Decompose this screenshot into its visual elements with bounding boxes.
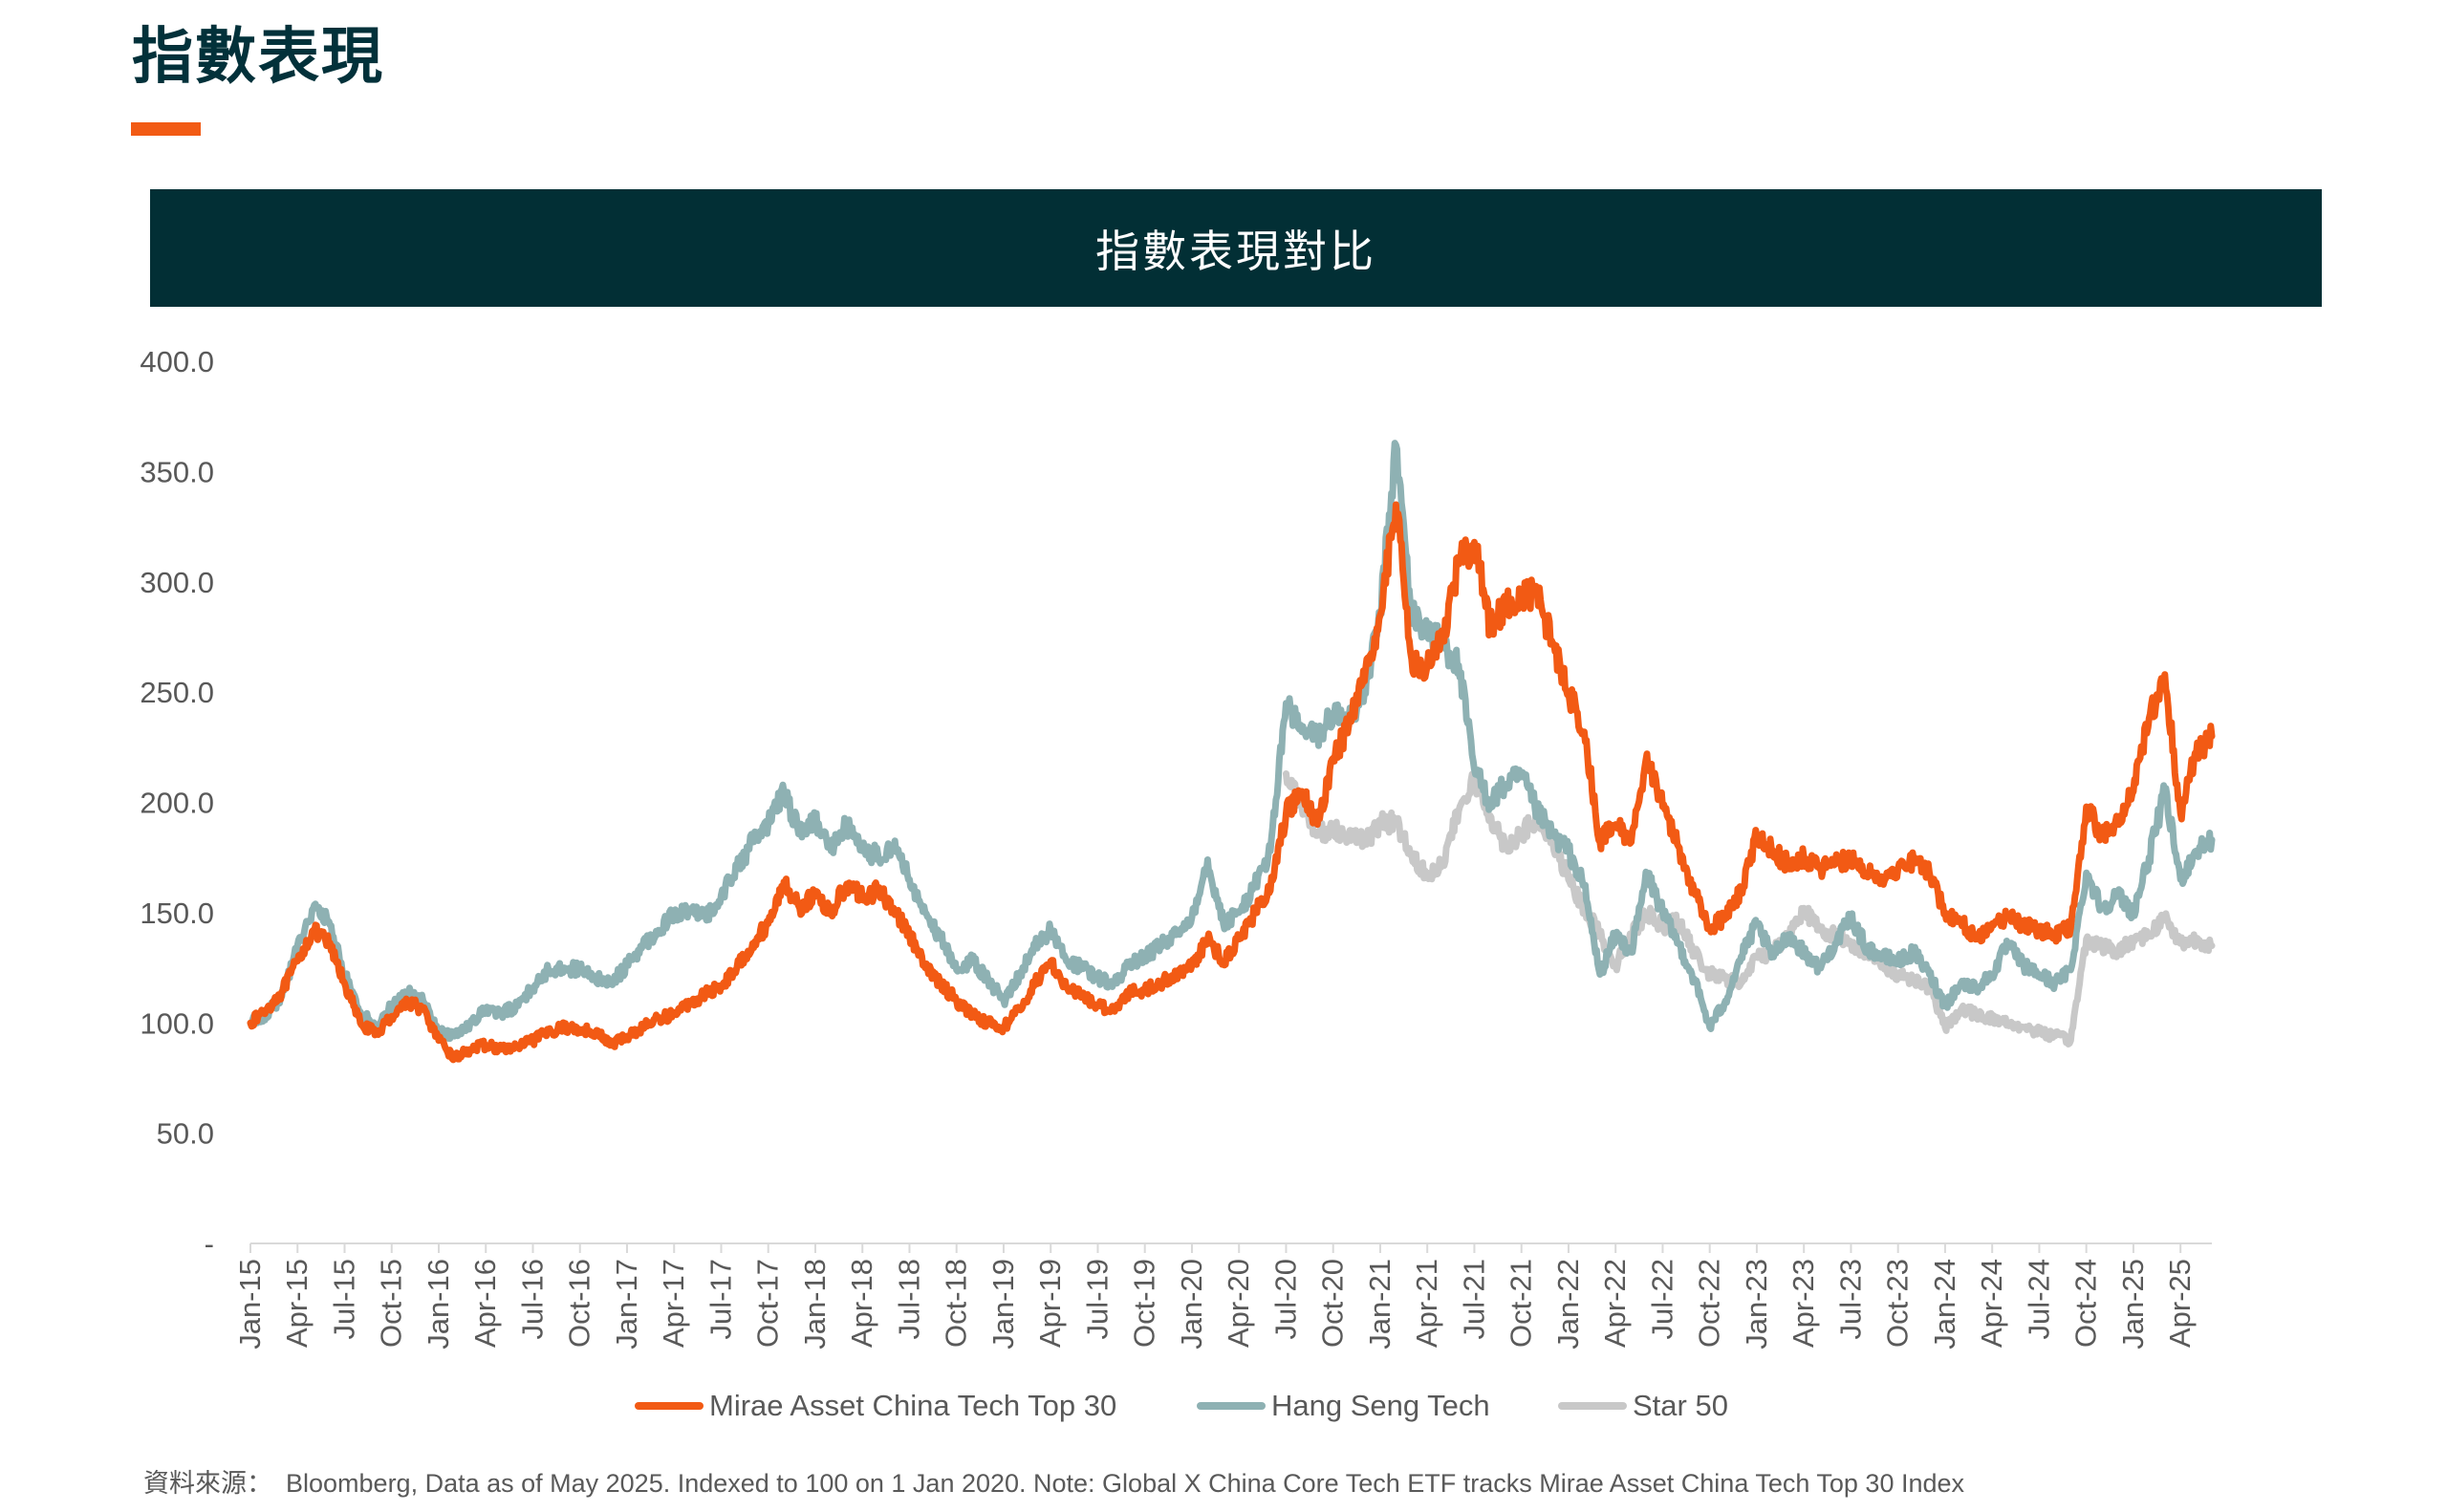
x-tick-label: Apr-20 (1222, 1259, 1255, 1348)
series-line-star-50 (1283, 770, 2216, 1048)
source-note: 資料來源： Bloomberg, Data as of May 2025. Ind… (143, 1462, 1964, 1500)
legend-item: Star 50 (1558, 1382, 1728, 1430)
x-tick-label: Jul-19 (1080, 1259, 1114, 1339)
series-line-hang-seng-tech (247, 440, 2216, 1043)
x-tick-label: Oct-19 (1128, 1259, 1161, 1348)
line-chart: - 50.0 100.0 150.0 200.0 250.0 300.0 350.0 400.0… (140, 345, 2216, 1350)
x-tick-label: Jul-15 (327, 1259, 360, 1339)
x-tick-label: Jan-19 (986, 1259, 1020, 1350)
x-tick-label: Jul-24 (2022, 1259, 2055, 1339)
x-tick-label: Apr-17 (657, 1259, 690, 1348)
x-tick-label: Apr-21 (1410, 1259, 1443, 1348)
x-tick-label: Jul-18 (892, 1259, 925, 1339)
x-tick-label: Jan-18 (798, 1259, 832, 1350)
x-tick-label: Jul-23 (1833, 1259, 1867, 1339)
x-tick-label: Oct-15 (375, 1259, 408, 1348)
legend-swatch (1558, 1402, 1627, 1410)
x-tick-label: Jul-21 (1457, 1259, 1490, 1339)
y-tick-label: 250.0 (140, 676, 214, 709)
x-tick-label: Jan-20 (1175, 1259, 1208, 1350)
y-tick-label: 350.0 (140, 455, 214, 488)
x-tick-label: Oct-16 (563, 1259, 596, 1348)
x-tick-label: Apr-22 (1598, 1259, 1632, 1348)
x-tick-label: Jan-16 (422, 1259, 455, 1350)
y-tick-label: - (205, 1227, 214, 1261)
page-heading: 指數表現 (132, 22, 384, 93)
x-tick-label: Apr-15 (280, 1259, 314, 1348)
x-tick-label: Jul-16 (515, 1259, 549, 1339)
x-tick-label: Jan-15 (233, 1259, 267, 1350)
x-tick-label: Jul-20 (1268, 1259, 1302, 1339)
legend-label: Star 50 (1633, 1389, 1728, 1422)
x-tick-label: Oct-17 (751, 1259, 785, 1348)
chart-title-banner: 指數表現對比 (150, 189, 2322, 307)
x-tick-label: Apr-24 (1975, 1259, 2008, 1348)
x-tick-label: Jul-22 (1645, 1259, 1678, 1339)
y-tick-label: 300.0 (140, 566, 214, 599)
x-tick-label: Jan-21 (1363, 1259, 1397, 1350)
x-tick-label: Jan-22 (1551, 1259, 1585, 1350)
x-tick-label: Jan-17 (610, 1259, 643, 1350)
x-tick-label: Oct-23 (1881, 1259, 1915, 1348)
y-tick-label: 50.0 (157, 1117, 214, 1151)
y-axis-labels: - 50.0 100.0 150.0 200.0 250.0 300.0 350.0 400.0 (140, 345, 214, 1261)
legend-item: Mirae Asset China Tech Top 30 (635, 1382, 1116, 1430)
x-tick-label: Oct-20 (1316, 1259, 1350, 1348)
y-tick-label: 200.0 (140, 787, 214, 820)
legend-swatch (635, 1402, 704, 1410)
legend-swatch (1197, 1402, 1266, 1410)
x-tick-label: Jan-23 (1740, 1259, 1773, 1350)
source-text: Bloomberg, Data as of May 2025. Indexed … (286, 1469, 1965, 1498)
legend-item: Hang Seng Tech (1197, 1382, 1490, 1430)
series-group (247, 440, 2216, 1064)
x-tick-label: Apr-23 (1787, 1259, 1820, 1348)
x-tick-label: Oct-21 (1505, 1259, 1538, 1348)
source-label: 資料來源： (143, 1469, 272, 1499)
series-line-mirae-asset-china-tech-top-30 (247, 501, 2216, 1064)
legend-label: Hang Seng Tech (1271, 1389, 1490, 1422)
x-tick-label: Jan-25 (2116, 1259, 2150, 1350)
x-tick-label: Jan-24 (1928, 1259, 1961, 1350)
x-tick-label: Oct-22 (1693, 1259, 1726, 1348)
x-tick-label: Apr-19 (1033, 1259, 1067, 1348)
y-tick-label: 100.0 (140, 1006, 214, 1040)
x-tick-label: Jul-17 (704, 1259, 737, 1339)
x-tick-label: Apr-18 (845, 1259, 878, 1348)
chart-title: 指數表現對比 (1095, 225, 1376, 277)
chart-legend: Mirae Asset China Tech Top 30 Hang Seng T… (0, 1382, 2447, 1430)
x-axis: Jan-15 Apr-15 Jul-15 Oct-15 Jan-16 Apr-16 Jul-… (233, 1242, 2212, 1350)
heading-accent-bar (131, 122, 201, 136)
y-tick-label: 150.0 (140, 896, 214, 930)
x-tick-label: Oct-18 (940, 1259, 973, 1348)
x-tick-label: Apr-16 (468, 1259, 502, 1348)
x-tick-label: Oct-24 (2069, 1259, 2103, 1348)
legend-label: Mirae Asset China Tech Top 30 (709, 1389, 1117, 1422)
y-tick-label: 400.0 (140, 345, 214, 378)
x-tick-label: Apr-25 (2163, 1259, 2197, 1348)
